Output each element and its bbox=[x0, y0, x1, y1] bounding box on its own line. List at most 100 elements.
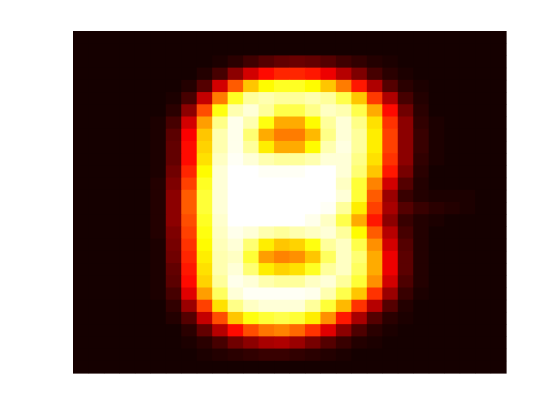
heatmap-cell bbox=[165, 214, 182, 228]
heatmap-cell bbox=[165, 116, 182, 130]
heatmap-cell bbox=[475, 116, 492, 130]
heatmap-cell bbox=[103, 67, 120, 81]
heatmap-cell bbox=[227, 360, 244, 374]
heatmap-cell bbox=[428, 324, 445, 337]
heatmap-cell bbox=[103, 153, 120, 166]
heatmap-cell bbox=[196, 226, 213, 240]
heatmap-cell bbox=[134, 165, 151, 179]
heatmap-cell bbox=[490, 226, 507, 240]
heatmap-cell bbox=[289, 104, 306, 118]
heatmap-cell bbox=[397, 165, 414, 179]
heatmap-cell bbox=[351, 31, 368, 44]
heatmap-cell bbox=[366, 31, 383, 44]
heatmap-cell bbox=[320, 275, 337, 289]
heatmap-cell bbox=[490, 140, 507, 154]
heatmap-cell bbox=[320, 263, 337, 276]
heatmap-cell bbox=[320, 250, 337, 264]
heatmap-cell bbox=[413, 311, 430, 325]
heatmap-cell bbox=[397, 92, 414, 105]
heatmap-cell bbox=[475, 55, 492, 69]
heatmap-cell bbox=[320, 202, 337, 215]
heatmap-cell bbox=[212, 324, 229, 337]
heatmap-cell bbox=[382, 324, 399, 337]
heatmap-cell bbox=[444, 67, 461, 81]
heatmap-cell bbox=[351, 287, 368, 301]
heatmap-cell bbox=[459, 189, 476, 203]
heatmap-cell bbox=[73, 324, 90, 337]
heatmap-cell bbox=[382, 348, 399, 362]
heatmap-cell bbox=[444, 226, 461, 240]
heatmap-cell bbox=[304, 177, 322, 191]
heatmap-cell bbox=[243, 189, 260, 203]
heatmap-cell bbox=[475, 140, 492, 154]
heatmap-cell bbox=[196, 275, 213, 289]
heatmap-cell bbox=[304, 43, 322, 57]
heatmap-cell bbox=[274, 92, 291, 105]
heatmap-cell bbox=[227, 177, 244, 191]
heatmap-cell bbox=[227, 153, 244, 166]
heatmap-cell bbox=[304, 189, 322, 203]
heatmap-cell bbox=[351, 153, 368, 166]
heatmap-cell bbox=[73, 79, 90, 93]
heatmap-cell bbox=[212, 104, 229, 118]
heatmap-cell bbox=[227, 79, 244, 93]
heatmap-cell bbox=[459, 324, 476, 337]
heatmap-cell bbox=[243, 250, 260, 264]
heatmap-cell bbox=[258, 360, 275, 374]
heatmap-cell bbox=[382, 92, 399, 105]
heatmap-cell bbox=[165, 299, 182, 313]
heatmap-cell bbox=[459, 43, 476, 57]
heatmap-cell bbox=[196, 360, 213, 374]
heatmap-cell bbox=[490, 153, 507, 166]
heatmap-cell bbox=[490, 116, 507, 130]
heatmap-cell bbox=[475, 79, 492, 93]
heatmap-cell bbox=[351, 263, 368, 276]
heatmap-cell bbox=[444, 250, 461, 264]
heatmap-cell bbox=[351, 104, 368, 118]
heatmap-cell bbox=[212, 177, 229, 191]
heatmap-cell bbox=[212, 92, 229, 105]
heatmap-cell bbox=[181, 165, 198, 179]
heatmap-cell bbox=[150, 31, 167, 44]
heatmap-cell bbox=[258, 263, 275, 276]
heatmap-cell bbox=[258, 153, 275, 166]
heatmap-cell bbox=[134, 79, 151, 93]
heatmap-cell bbox=[88, 55, 105, 69]
heatmap-cell bbox=[320, 128, 337, 142]
heatmap-cell bbox=[366, 299, 383, 313]
heatmap-cell bbox=[444, 311, 461, 325]
heatmap-cell bbox=[413, 336, 430, 350]
heatmap-cell bbox=[103, 311, 120, 325]
heatmap-cell bbox=[150, 214, 167, 228]
heatmap-cell bbox=[134, 67, 151, 81]
heatmap-cell bbox=[444, 92, 461, 105]
heatmap-cell bbox=[243, 324, 260, 337]
heatmap-cell bbox=[304, 104, 322, 118]
heatmap-cell bbox=[475, 250, 492, 264]
heatmap-cell bbox=[366, 226, 383, 240]
heatmap-cell bbox=[243, 311, 260, 325]
heatmap-cell bbox=[227, 263, 244, 276]
heatmap-cell bbox=[258, 116, 275, 130]
heatmap-cell bbox=[289, 348, 306, 362]
heatmap-cell bbox=[103, 165, 120, 179]
heatmap-cell bbox=[119, 202, 136, 215]
heatmap-cell bbox=[490, 67, 507, 81]
heatmap-cell bbox=[181, 43, 198, 57]
heatmap-cell bbox=[335, 43, 352, 57]
heatmap-cell bbox=[274, 153, 291, 166]
heatmap-cell bbox=[459, 165, 476, 179]
heatmap-cell bbox=[490, 275, 507, 289]
heatmap-cell bbox=[181, 336, 198, 350]
heatmap-cell bbox=[444, 275, 461, 289]
heatmap-cell bbox=[73, 287, 90, 301]
heatmap-cell bbox=[304, 360, 322, 374]
heatmap-cell bbox=[119, 31, 136, 44]
heatmap-cell bbox=[490, 263, 507, 276]
heatmap-cell bbox=[274, 214, 291, 228]
heatmap-cell bbox=[490, 360, 507, 374]
heatmap-cell bbox=[490, 31, 507, 44]
heatmap-cell bbox=[181, 275, 198, 289]
heatmap-cell bbox=[304, 165, 322, 179]
heatmap-cell bbox=[165, 177, 182, 191]
